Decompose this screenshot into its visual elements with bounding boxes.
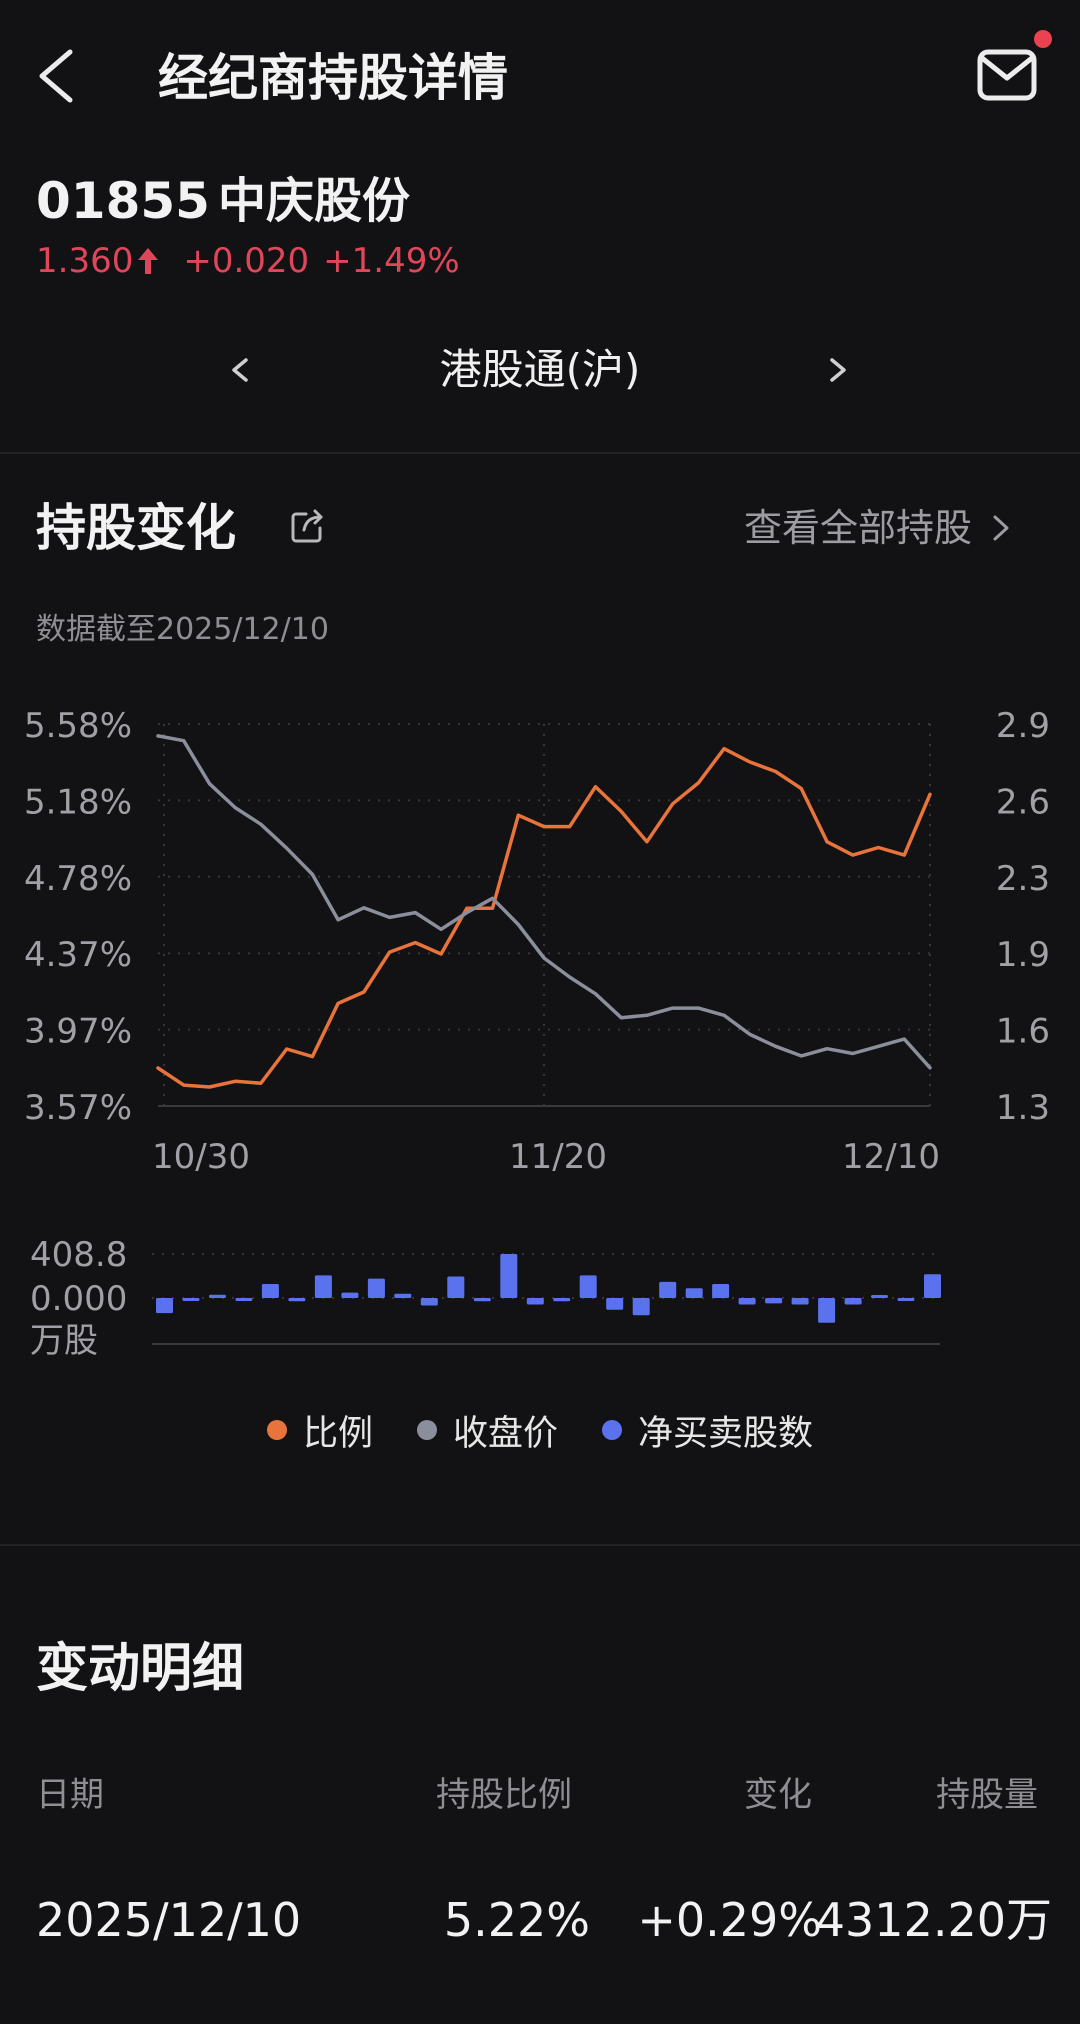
y-tick-label: 408.8 xyxy=(30,1235,127,1275)
legend-dot xyxy=(602,1420,622,1440)
chevron-right-icon xyxy=(993,515,1009,541)
legend-dot xyxy=(416,1420,437,1440)
price-change: +0.020 xyxy=(183,241,310,281)
net-trade-bar xyxy=(420,1298,438,1306)
legend-item-ratio: 比例 xyxy=(266,1405,373,1456)
net-trade-bar xyxy=(791,1298,809,1305)
legend-label: 净买卖股数 xyxy=(638,1413,814,1454)
net-trade-bar xyxy=(632,1298,650,1316)
view-all-label: 查看全部持股 xyxy=(744,506,973,550)
series-line-ratio xyxy=(156,746,932,1089)
net-trade-bar xyxy=(897,1298,915,1301)
net-trade-bar xyxy=(288,1298,306,1302)
chevron-left-icon[interactable] xyxy=(222,350,258,390)
table-row[interactable]: 2025/12/10 5.22% +0.29% 4312.20万 xyxy=(0,1870,1080,1970)
net-trade-bar xyxy=(261,1284,279,1298)
legend-label: 收盘价 xyxy=(452,1413,558,1454)
notification-dot xyxy=(1034,30,1052,48)
cell-ratio: 5.22% xyxy=(443,1893,590,1947)
x-tick-label: 11/20 xyxy=(509,1137,607,1177)
chart-legend: 比例 收盘价 净买卖股数 xyxy=(0,1404,1080,1456)
net-trade-bar xyxy=(394,1293,412,1298)
net-trade-bar xyxy=(818,1298,836,1323)
column-header-change: 变化 xyxy=(744,1775,812,1815)
section-title-detail: 变动明细 xyxy=(36,1639,245,1699)
x-tick-label: 12/10 xyxy=(842,1137,940,1177)
net-trade-bar xyxy=(314,1275,332,1298)
view-all-holdings-link[interactable]: 查看全部持股 xyxy=(744,500,1014,556)
net-trade-bar xyxy=(209,1294,226,1298)
section-divider xyxy=(0,1544,1080,1546)
stock-code: 01855 xyxy=(36,172,210,230)
net-trade-bar xyxy=(685,1288,703,1298)
net-trade-bar xyxy=(659,1281,677,1298)
y-right-tick-label: 2.6 xyxy=(996,782,1050,822)
section-title-holding-change: 持股变化 xyxy=(36,499,236,557)
page-title: 经纪商持股详情 xyxy=(158,49,508,107)
net-trade-bar xyxy=(871,1295,888,1298)
y-left-tick-label: 4.78% xyxy=(24,859,132,899)
legend-dot xyxy=(266,1420,287,1440)
x-tick-label: 10/30 xyxy=(152,1137,250,1177)
column-header-ratio: 持股比例 xyxy=(436,1775,572,1815)
column-header-date: 日期 xyxy=(36,1775,104,1815)
column-header-quantity: 持股量 xyxy=(936,1775,1038,1815)
net-trade-bar xyxy=(579,1275,597,1298)
y-tick-label: 0.000 xyxy=(30,1279,127,1319)
chevron-right-icon[interactable] xyxy=(820,350,856,390)
net-trade-bar xyxy=(182,1298,200,1301)
net-trade-bar xyxy=(156,1298,173,1314)
section-divider xyxy=(0,452,1080,454)
y-right-tick-label: 2.3 xyxy=(996,859,1050,899)
net-trade-bar xyxy=(447,1276,465,1298)
cell-date: 2025/12/10 xyxy=(36,1893,302,1947)
y-left-tick-label: 5.58% xyxy=(24,706,132,746)
y-left-tick-label: 3.97% xyxy=(24,1012,132,1052)
legend-label: 比例 xyxy=(302,1413,373,1454)
net-trade-bar xyxy=(341,1292,359,1298)
stock-quote: 1.360 +0.020 +1.49% xyxy=(36,238,460,284)
y-right-tick-label: 2.9 xyxy=(996,706,1050,746)
y-right-tick-label: 1.3 xyxy=(996,1088,1050,1128)
net-trade-bar xyxy=(606,1298,624,1310)
y-left-tick-label: 4.37% xyxy=(24,935,132,975)
net-trade-bar xyxy=(844,1298,862,1305)
mail-icon[interactable] xyxy=(976,46,1038,104)
up-arrow-icon xyxy=(138,248,159,274)
net-trade-bar xyxy=(500,1254,518,1298)
back-arrow-icon[interactable] xyxy=(32,48,82,104)
y-left-tick-label: 5.18% xyxy=(24,782,132,822)
channel-selector-label: 港股通(沪) xyxy=(439,345,641,394)
net-trade-bar xyxy=(553,1298,571,1302)
net-trade-bar xyxy=(473,1298,491,1302)
y-right-tick-label: 1.9 xyxy=(996,935,1050,975)
net-trade-bar xyxy=(765,1298,783,1304)
top-bar: 经纪商持股详情 xyxy=(0,0,1080,155)
cell-change: +0.29% xyxy=(637,1893,822,1947)
stock-price: 1.360 xyxy=(36,241,134,281)
y-right-tick-label: 1.6 xyxy=(996,1012,1050,1052)
y-left-tick-label: 3.57% xyxy=(24,1088,132,1128)
net-trade-bar xyxy=(924,1274,941,1298)
net-trade-bar xyxy=(712,1284,730,1298)
series-line-close-price xyxy=(156,734,932,1070)
legend-item-close-price: 收盘价 xyxy=(416,1405,558,1456)
net-trade-bar xyxy=(367,1278,385,1298)
cell-quantity: 4312.20万 xyxy=(815,1893,1052,1947)
data-date-note: 数据截至2025/12/10 xyxy=(36,612,329,647)
net-trade-bar xyxy=(526,1298,544,1305)
price-change-pct: +1.49% xyxy=(323,241,460,281)
holding-ratio-price-chart: 5.58% 2.9 5.18% 2.6 4.78% 2.3 4.37% 1.9 3.97% 1.6… xyxy=(24,706,1050,1177)
legend-item-net-trade: 净买卖股数 xyxy=(602,1405,813,1456)
y-axis-unit-label: 万股 xyxy=(30,1321,98,1361)
stock-name: 中庆股份 xyxy=(218,173,411,229)
net-trade-bar xyxy=(738,1298,756,1305)
share-icon[interactable] xyxy=(288,506,328,546)
net-trade-bar xyxy=(235,1298,253,1301)
